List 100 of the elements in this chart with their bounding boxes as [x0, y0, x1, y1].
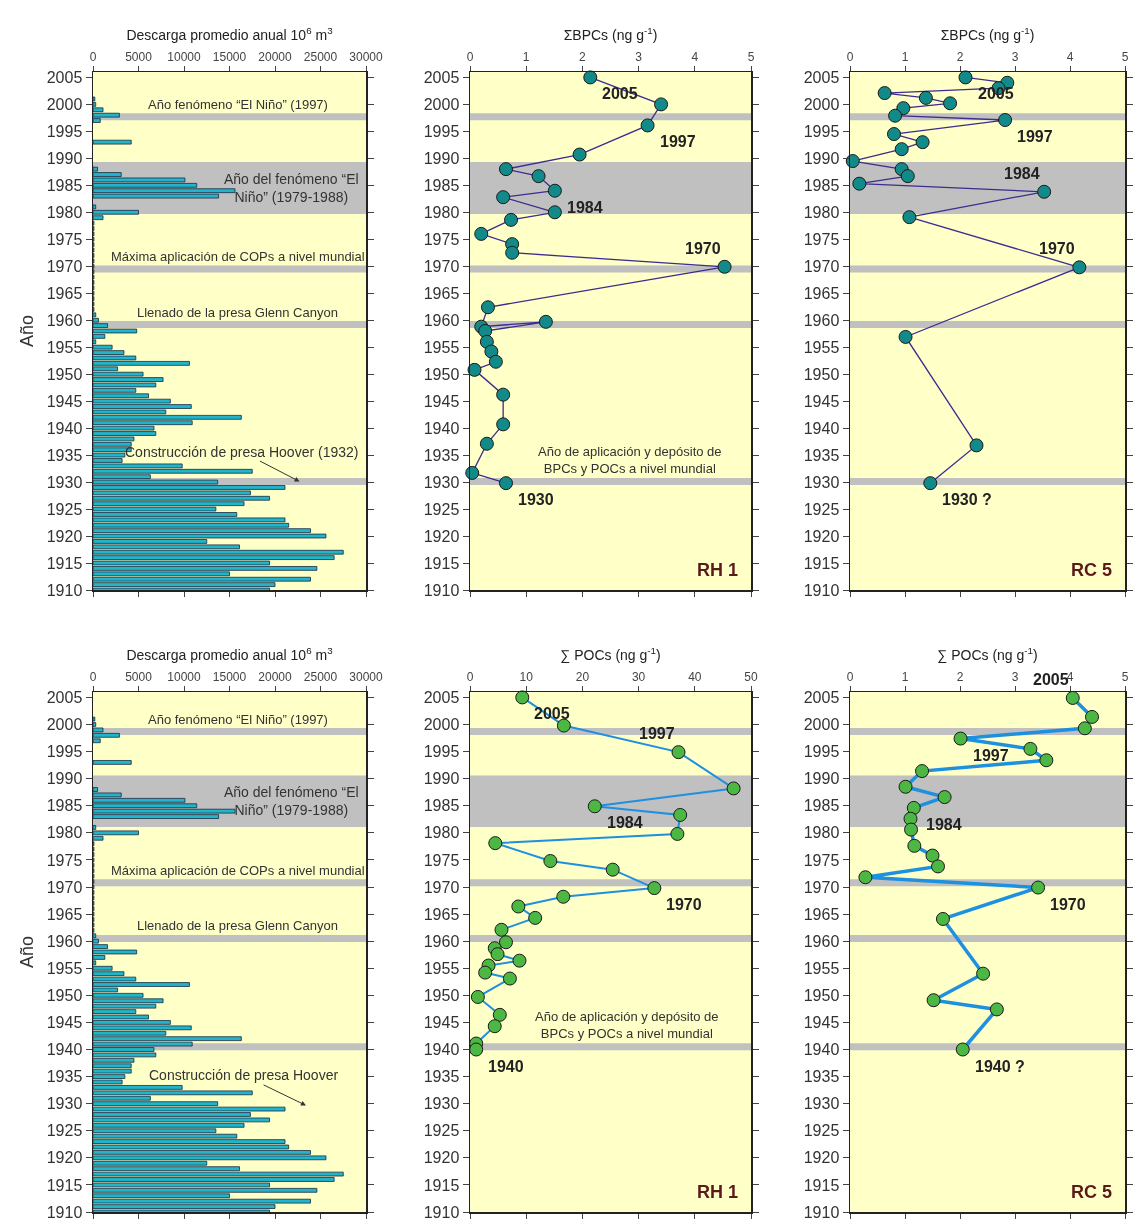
y-tick-label: 2005	[46, 69, 83, 86]
annotation: RH 1	[697, 560, 739, 580]
y-tick-label: 1990	[423, 770, 460, 788]
y-tick-label: 1980	[46, 203, 83, 221]
annotation: RH 1	[697, 1182, 739, 1202]
x-tick-label: 20	[575, 669, 590, 684]
y-tick-label: 1990	[423, 149, 460, 167]
annotation: 2005	[602, 85, 638, 102]
annotation: 1984	[1004, 165, 1040, 182]
y-tick-label: 1970	[803, 257, 840, 275]
y-tick-label: 1995	[46, 743, 83, 761]
y-tick-label: 2005	[423, 69, 460, 86]
x-tick-label: 5	[1121, 669, 1129, 684]
y-tick-label: 1925	[423, 1122, 460, 1140]
y-tick-label: 1965	[46, 284, 83, 302]
ref-line-label: Año fenómeno “El Niño” (1997)	[148, 97, 328, 112]
y-tick-label: 1925	[46, 500, 83, 518]
x-tick-label: 5000	[125, 669, 153, 684]
y-tick-label: 1950	[423, 986, 460, 1004]
y-tick-label: 1925	[803, 1122, 840, 1140]
x-tick-label: 5000	[125, 49, 153, 64]
y-tick-label: 1925	[423, 500, 460, 518]
y-tick-label: 1965	[46, 905, 83, 923]
y-tick-label: 1995	[803, 743, 840, 761]
annotation: RC 5	[1071, 1182, 1113, 1202]
x-tick-label: 20000	[258, 669, 293, 684]
y-tick-label: 1980	[803, 824, 840, 842]
y-tick-label: 1995	[46, 122, 83, 140]
x-tick-label: 2	[579, 49, 587, 64]
y-tick-label: 1950	[803, 365, 840, 383]
x-axis-title: Descarga promedio anual 10$^{6}$ m$^{3}$	[126, 24, 334, 43]
y-tick-label: 1915	[423, 554, 460, 572]
annotation: 1970	[1039, 240, 1075, 257]
annotation: Año de aplicación y depósito de BPCs y POCs a nivel mundial	[535, 1009, 719, 1041]
x-tick-label: 4	[1066, 49, 1074, 64]
ref-line-label: Llenado de la presa Glenn Canyon	[137, 918, 338, 933]
y-tick-label: 1915	[803, 1176, 840, 1194]
y-tick-label: 1940	[803, 419, 840, 437]
x-tick-label: 30	[631, 669, 646, 684]
x-axis-title: ΣBPCs (ng g$^{-1}$)	[940, 24, 1035, 43]
y-tick-label: 2000	[46, 716, 83, 734]
x-tick-label: 20000	[258, 49, 293, 64]
y-tick-label: 1940	[803, 1041, 840, 1059]
y-tick-label: 1985	[423, 797, 460, 815]
y-tick-label: 1990	[803, 149, 840, 167]
x-tick-label: 2	[956, 49, 964, 64]
x-tick-label: 1	[522, 49, 530, 64]
y-axis-title: Año	[17, 314, 38, 348]
x-axis-title: ΣBPCs (ng g$^{-1}$)	[563, 24, 658, 43]
annotation: Construcción de presa Hoover	[149, 1067, 339, 1083]
y-tick-label: 1930	[803, 1095, 840, 1113]
y-tick-label: 1955	[423, 338, 460, 356]
x-tick-label: 0	[466, 669, 474, 684]
annotation: 1940 ?	[975, 1058, 1025, 1075]
y-tick-label: 1920	[803, 527, 840, 545]
y-tick-label: 1935	[423, 446, 460, 464]
x-tick-label: 0	[846, 669, 854, 684]
x-tick-label: 25000	[303, 49, 338, 64]
y-tick-label: 1970	[423, 878, 460, 896]
band-label: Año del fenómeno “El Niño” (1979-1988)	[224, 171, 359, 206]
y-tick-label: 1980	[803, 203, 840, 221]
x-tick-label: 1	[901, 49, 909, 64]
x-axis-title: Descarga promedio anual 10$^{6}$ m$^{3}$	[126, 644, 334, 663]
annotation: 1930	[518, 491, 554, 508]
y-tick-label: 1985	[46, 797, 83, 815]
y-tick-label: 1920	[423, 527, 460, 545]
y-tick-label: 2005	[803, 689, 840, 707]
y-tick-label: 2000	[803, 95, 840, 113]
y-tick-label: 1970	[803, 878, 840, 896]
annotation: 1970	[1050, 896, 1086, 913]
y-tick-label: 1995	[423, 122, 460, 140]
y-tick-label: 1945	[423, 1014, 460, 1032]
y-tick-label: 1955	[423, 959, 460, 977]
annotation: 1984	[607, 814, 643, 831]
y-tick-label: 1935	[803, 446, 840, 464]
y-tick-label: 1950	[46, 986, 83, 1004]
y-tick-label: 1925	[803, 500, 840, 518]
y-tick-label: 1935	[46, 1068, 83, 1086]
y-tick-label: 2005	[803, 69, 840, 86]
y-tick-label: 1965	[803, 905, 840, 923]
y-tick-label: 1960	[46, 932, 83, 950]
x-tick-label: 5	[1121, 49, 1129, 64]
y-tick-label: 1915	[46, 1176, 83, 1194]
y-tick-label: 1950	[423, 365, 460, 383]
annotation: 2005	[978, 85, 1014, 102]
y-tick-label: 1960	[423, 311, 460, 329]
x-tick-label: 4	[691, 49, 699, 64]
annotation: RC 5	[1071, 560, 1113, 580]
x-tick-label: 0	[89, 49, 97, 64]
annotation: 1997	[660, 133, 696, 150]
annotation: 1984	[567, 199, 603, 216]
y-tick-label: 1960	[423, 932, 460, 950]
ref-line-label: Año fenómeno “El Niño” (1997)	[148, 712, 328, 727]
y-tick-label: 1995	[803, 122, 840, 140]
y-tick-label: 1985	[423, 176, 460, 194]
y-tick-label: 1955	[46, 959, 83, 977]
y-tick-label: 1910	[46, 581, 83, 599]
annotation: Construcción de presa Hoover (1932)	[125, 444, 359, 460]
y-tick-label: 1920	[46, 527, 83, 545]
x-tick-label: 1	[901, 669, 909, 684]
